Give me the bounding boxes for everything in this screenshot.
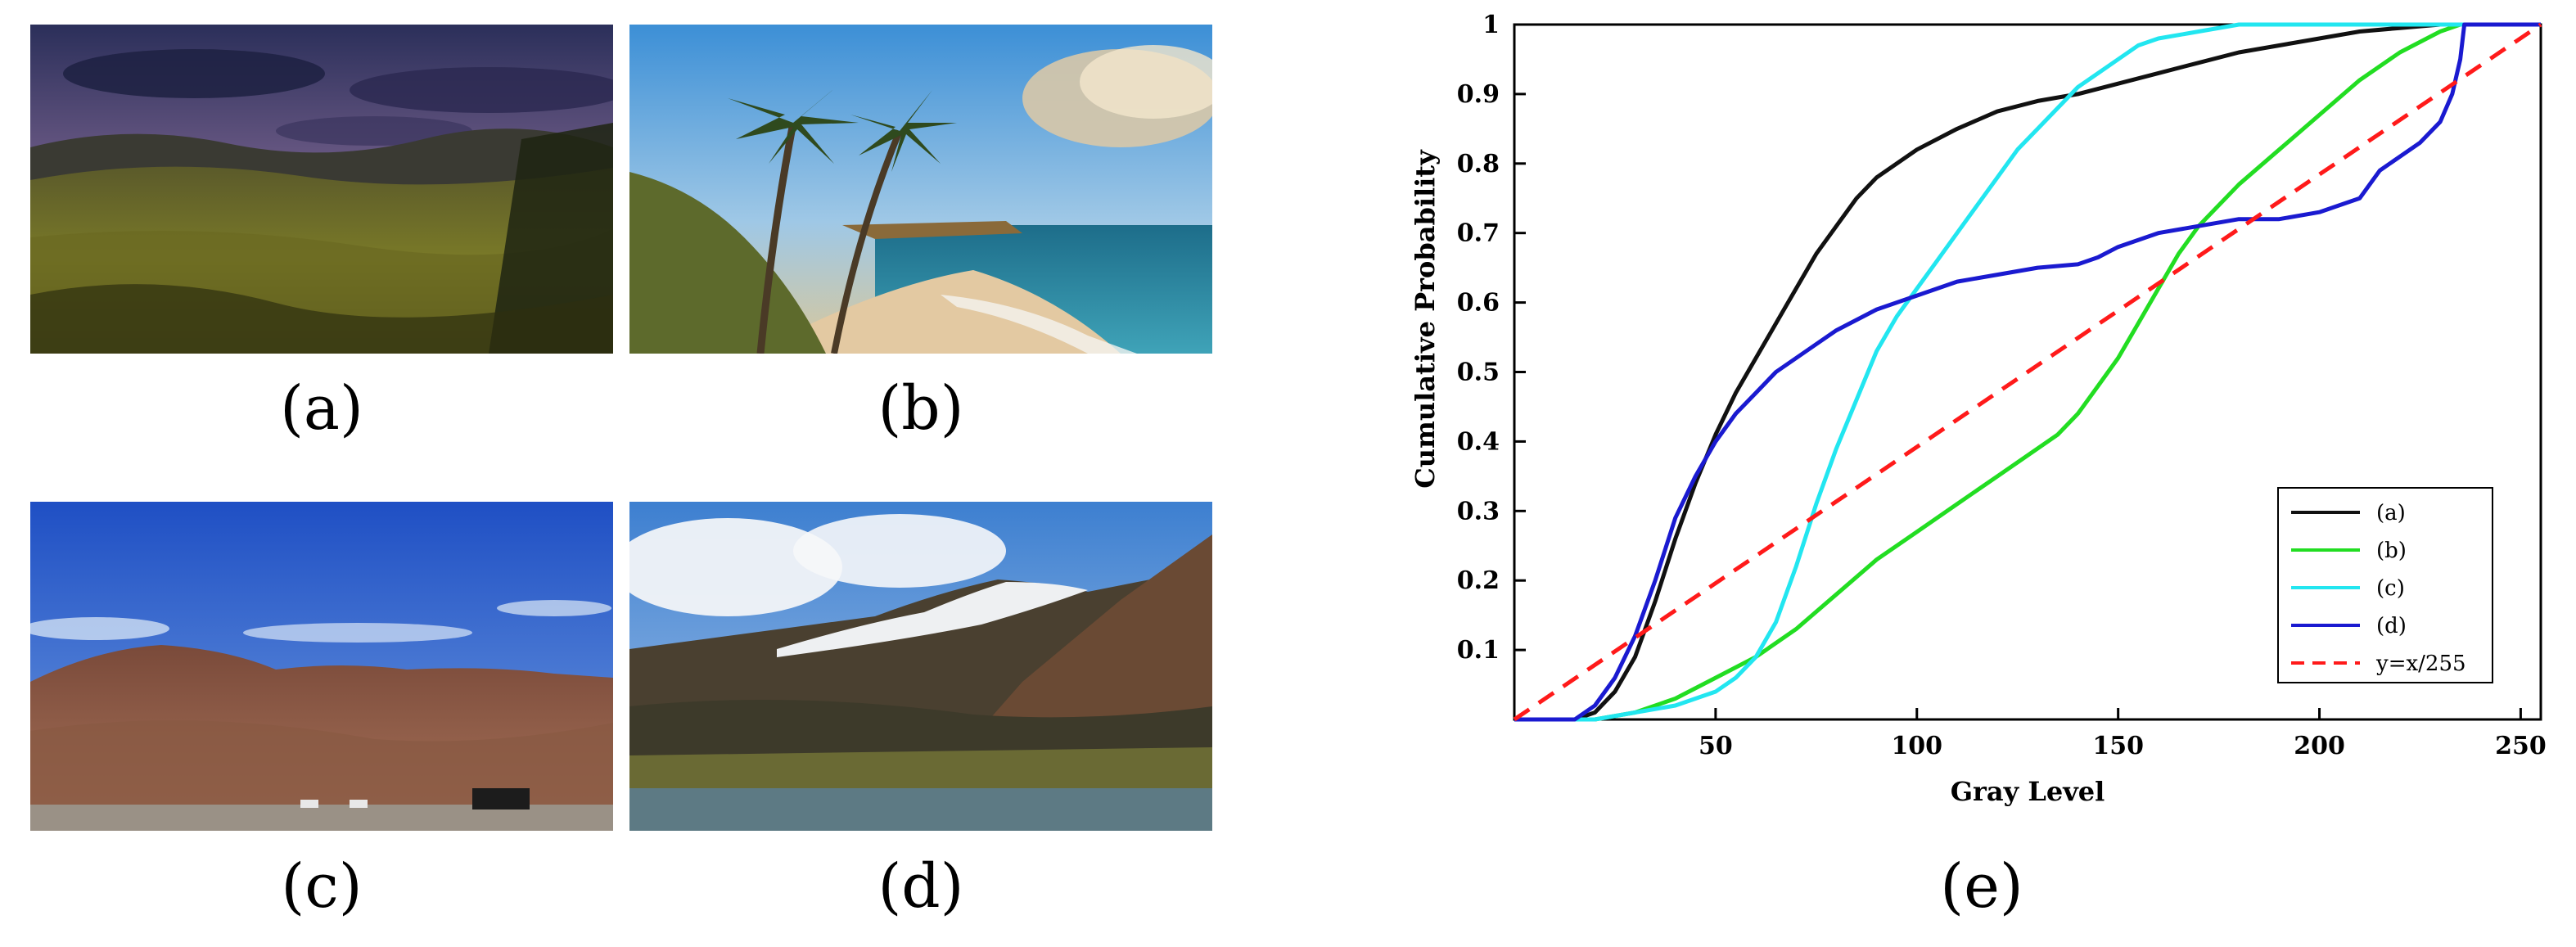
panel-label-c: (c) <box>281 851 363 922</box>
y-tick-label: 0.4 <box>1457 427 1500 456</box>
tick-layer: 50 100 150 200 250 0.1 0.2 0.3 0.4 0.5 0.6 0.7 0.8 0.… <box>1457 11 2547 760</box>
x-axis-title: Gray Level <box>1951 776 2105 807</box>
photo-b-palm-beach <box>629 25 1212 354</box>
legend-label: y=x/255 <box>2375 652 2466 676</box>
y-tick-label: 0.7 <box>1457 219 1500 248</box>
legend: (a) (b) (c) (d) y=x/255 <box>2277 487 2493 683</box>
legend-label: (d) <box>2376 614 2407 638</box>
y-axis-title: Cumulative Probability <box>1410 149 1441 489</box>
x-tick-label: 200 <box>2294 732 2345 760</box>
y-tick-label: 0.8 <box>1457 150 1500 178</box>
y-tick-label: 0.5 <box>1457 359 1500 387</box>
panel-label-b: (b) <box>877 373 964 444</box>
series-line-4 <box>1514 22 2541 722</box>
y-tick-label: 1 <box>1482 11 1500 39</box>
photo-c-desert-mountains <box>30 502 613 831</box>
series-line-5 <box>1513 22 2542 722</box>
y-tick-label: 0.1 <box>1457 636 1500 665</box>
photo-d-snowy-peak <box>629 502 1212 831</box>
x-tick-label: 100 <box>1891 732 1942 760</box>
photo-a-grassland-sunset <box>30 25 613 354</box>
x-tick-label: 150 <box>2092 732 2144 760</box>
legend-label: (c) <box>2376 576 2405 601</box>
legend-label: (a) <box>2376 501 2406 525</box>
panel-label-e: (e) <box>1940 851 2023 922</box>
series-line-3 <box>1514 22 2541 722</box>
x-tick-label: 50 <box>1699 732 1733 760</box>
legend-label: (b) <box>2376 539 2407 563</box>
series-layer <box>1513 22 2542 722</box>
x-tick-label: 250 <box>2495 732 2547 760</box>
series-line-1 <box>1514 22 2541 722</box>
y-tick-label: 0.3 <box>1457 497 1500 525</box>
legend-box <box>2277 487 2493 683</box>
panel-label-a: (a) <box>280 373 363 444</box>
y-tick-label: 0.9 <box>1457 80 1500 109</box>
y-tick-label: 0.2 <box>1457 566 1500 595</box>
y-tick-label: 0.6 <box>1457 289 1500 318</box>
panel-label-d: (d) <box>877 851 964 922</box>
